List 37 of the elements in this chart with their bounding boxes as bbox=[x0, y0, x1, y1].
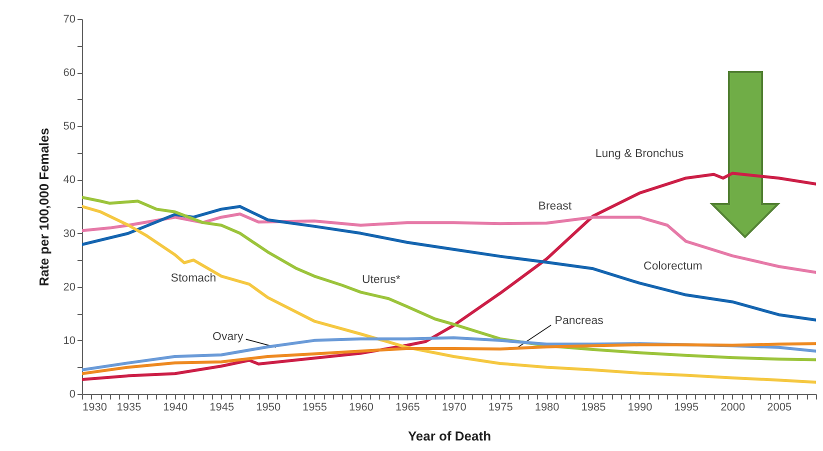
series-label: Stomach bbox=[170, 272, 216, 284]
series-label: Colorectum bbox=[644, 260, 702, 272]
x-tick-label: 1995 bbox=[674, 402, 699, 414]
line-series bbox=[82, 212, 816, 274]
y-tick-label: 10 bbox=[63, 334, 76, 347]
x-tick-label: 1960 bbox=[348, 402, 374, 414]
x-tick-label: 1980 bbox=[534, 402, 560, 414]
y-tick-label: 20 bbox=[63, 281, 76, 294]
x-tick-label: 1955 bbox=[302, 402, 328, 414]
x-axis-title: Year of Death bbox=[408, 428, 492, 444]
series-label: Uterus* bbox=[362, 274, 401, 286]
y-axis-title: Rate per 100,000 Females bbox=[36, 128, 52, 286]
y-tick-label: 60 bbox=[63, 67, 76, 80]
x-tick-label: 1985 bbox=[581, 402, 606, 414]
y-tick-label: 40 bbox=[63, 174, 76, 186]
x-tick-label: 2000 bbox=[720, 402, 746, 414]
y-tick-label: 50 bbox=[63, 120, 76, 133]
y-tick-label: 0 bbox=[69, 388, 76, 400]
x-tick-label: 1975 bbox=[488, 402, 513, 414]
x-tick-label: 1935 bbox=[116, 402, 142, 414]
line-series bbox=[82, 342, 816, 376]
x-tick-label: 1945 bbox=[210, 402, 234, 414]
y-tick-label: 70 bbox=[63, 14, 76, 26]
y-tick-label: 30 bbox=[63, 228, 76, 240]
series-label: Pancreas bbox=[554, 315, 604, 328]
x-tick-label: 2005 bbox=[767, 402, 792, 414]
series-label: Lung & Bronchus bbox=[595, 148, 684, 160]
x-tick-label: 1950 bbox=[256, 402, 281, 414]
line-series bbox=[82, 172, 816, 382]
x-tick-label: 1970 bbox=[442, 402, 466, 414]
line-series bbox=[82, 196, 816, 362]
x-tick-label: 1990 bbox=[628, 402, 652, 414]
series-label: Ovary bbox=[212, 331, 244, 344]
x-tick-label: 1940 bbox=[163, 402, 188, 414]
x-tick-label: 1965 bbox=[395, 402, 420, 414]
x-tick-label: 1930 bbox=[82, 402, 107, 414]
series-label: Breast bbox=[538, 200, 572, 212]
